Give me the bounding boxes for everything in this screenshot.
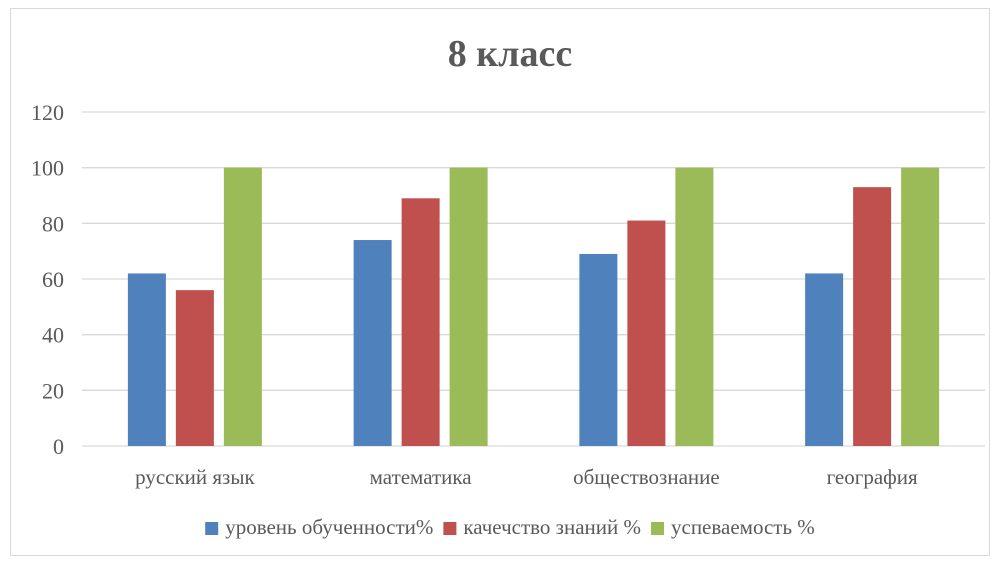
- bar: [223, 167, 262, 446]
- legend-swatch: [443, 522, 457, 535]
- bar: [627, 220, 666, 446]
- bar: [805, 273, 844, 446]
- legend-item: качечство знаний %: [443, 515, 641, 539]
- bar: [901, 167, 940, 446]
- legend-label: уровень обученности%: [225, 515, 433, 539]
- bar: [353, 240, 392, 446]
- legend-swatch: [651, 522, 665, 535]
- x-axis-categories: русский язык математика обществознание геог…: [135, 465, 918, 489]
- y-axis-ticks: 0 20 40 60 80 100 120: [31, 100, 64, 459]
- bar: [449, 167, 488, 446]
- legend-label: успеваемость %: [671, 515, 815, 539]
- legend-item: успеваемость %: [651, 515, 815, 539]
- legend-swatch: [205, 522, 219, 535]
- bar: [127, 273, 166, 446]
- bar: [853, 187, 892, 446]
- category-label: география: [827, 465, 918, 489]
- y-tick-label: 80: [42, 211, 64, 236]
- bar: [675, 167, 714, 446]
- y-tick-label: 120: [31, 100, 64, 125]
- y-tick-label: 40: [42, 323, 64, 348]
- category-label: русский язык: [135, 465, 255, 489]
- chart-title: 8 класс: [448, 33, 572, 75]
- category-label: обществознание: [573, 465, 720, 489]
- bars: [127, 167, 940, 446]
- bar: [401, 198, 440, 446]
- legend: уровень обученности% качечство знаний % ус…: [205, 515, 815, 539]
- bar: [579, 253, 618, 446]
- legend-item: уровень обученности%: [205, 515, 433, 539]
- gridlines: [82, 111, 985, 447]
- category-label: математика: [370, 465, 473, 489]
- y-tick-label: 20: [42, 378, 64, 403]
- legend-label: качечство знаний %: [463, 515, 641, 539]
- y-tick-label: 60: [42, 267, 64, 292]
- y-tick-label: 100: [31, 156, 64, 181]
- bar: [175, 290, 214, 446]
- y-tick-label: 0: [53, 434, 64, 459]
